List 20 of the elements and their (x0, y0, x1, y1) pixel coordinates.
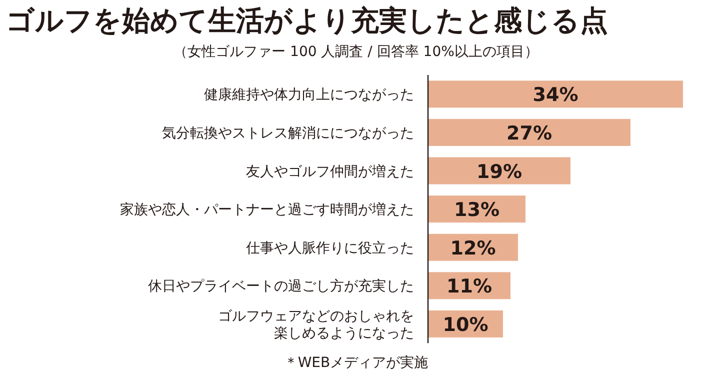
y-tick-label: 健康維持や体力向上につながった (204, 87, 414, 104)
data-label: 10% (442, 314, 488, 336)
data-label: 27% (506, 122, 552, 144)
data-label: 34% (532, 84, 578, 106)
chart-subtitle: （女性ゴルファー 100 人調査 / 回答率 10%以上の項目） (174, 44, 538, 60)
data-label: 11% (446, 276, 492, 298)
data-label: 19% (476, 160, 522, 183)
y-tick-label: ゴルフウェアなどのおしゃれを楽しめるようになった (218, 308, 414, 342)
bar (428, 80, 683, 108)
text: ＊WEBメディアが実施 (284, 355, 428, 371)
bar (428, 157, 570, 184)
y-tick-label: 家族や恋人・パートナーと過ごす時間が増えた (120, 201, 414, 218)
chart-title: ゴルフを始めて生活がより充実したと感じる点 (6, 4, 608, 37)
y-tick-label: 仕事や人脈作りに役立った (245, 240, 414, 256)
data-label: 12% (450, 237, 496, 260)
y-tick-label: 友人やゴルフ仲間が増えた (246, 162, 414, 180)
y-tick-label: 休日やプライベートの過ごし方が充実した (148, 278, 414, 295)
data-label: 13% (454, 199, 500, 222)
y-tick-label: 気分転換やストレス解消ににつながった (162, 125, 414, 142)
bar (428, 118, 630, 146)
